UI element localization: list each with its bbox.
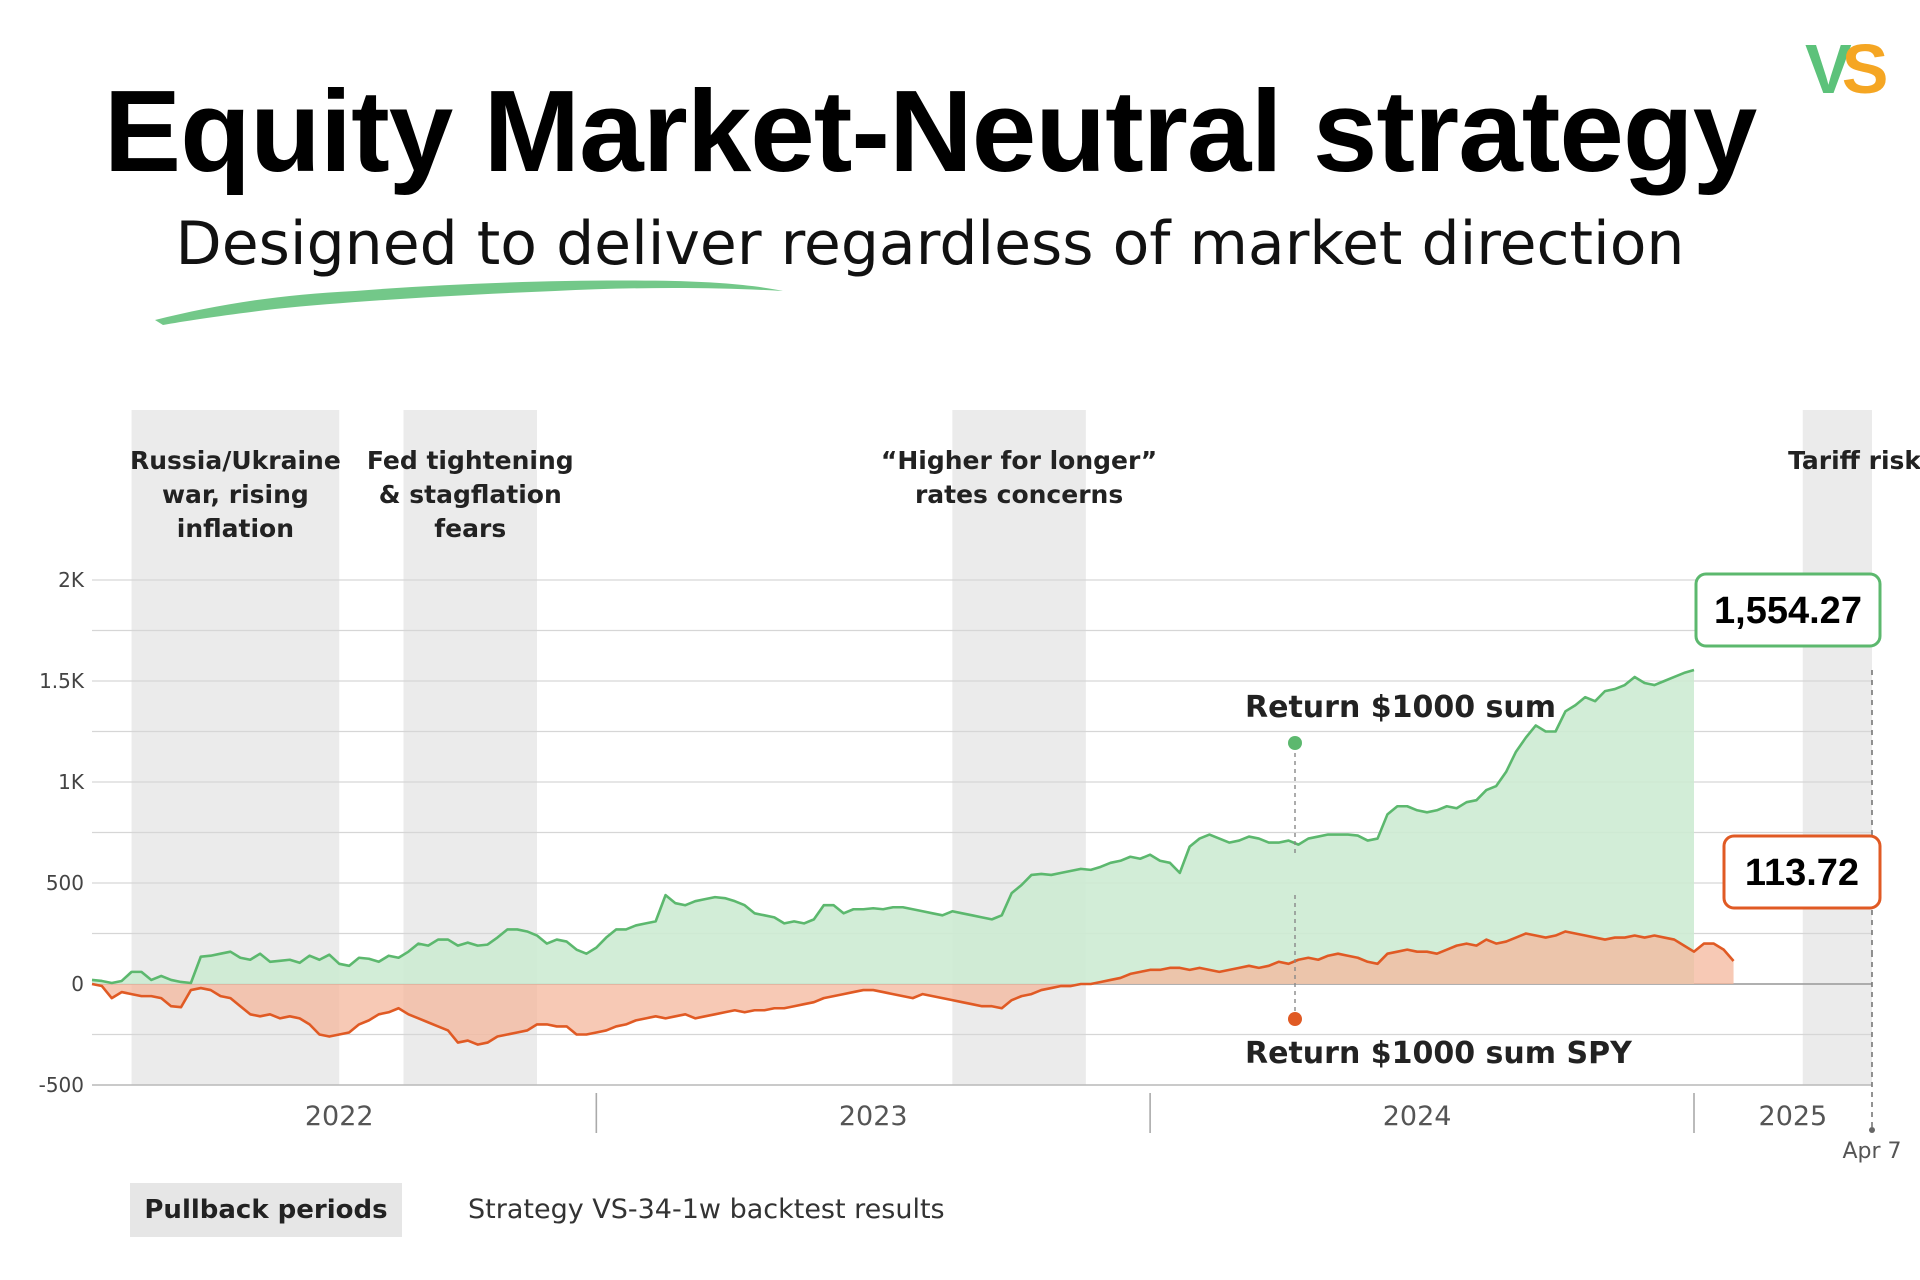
series-lines: [91, 668, 1735, 1046]
y-tick-label: 1K: [58, 770, 85, 794]
y-tick-label: 0: [71, 972, 84, 996]
y-tick-label: 2K: [58, 568, 85, 592]
x-year-label: 2022: [305, 1101, 374, 1132]
page-title: Equity Market-Neutral strategy: [103, 66, 1757, 196]
strategy-line: [91, 668, 1695, 985]
logo-letter-v: V: [1805, 30, 1852, 108]
legend-pullback-periods: Pullback periods: [130, 1183, 402, 1237]
pullback-band-label: Fed tightening: [367, 446, 574, 475]
spy-line: [91, 930, 1735, 1046]
page-subtitle: Designed to deliver regardless of market…: [175, 209, 1685, 279]
y-tick-label: 1.5K: [39, 669, 85, 693]
x-axis: 2022 2023 2024 2025: [92, 1084, 1872, 1133]
spy-area: [92, 931, 1734, 1045]
pullback-band-label: inflation: [177, 514, 294, 543]
brush-stroke-decoration: [155, 280, 783, 325]
x-year-label: 2025: [1759, 1101, 1828, 1132]
legend-backtest-note: Strategy VS-34-1w backtest results: [468, 1194, 945, 1225]
strategy-end-box: [1694, 572, 1882, 648]
brand-logo: VS: [1805, 34, 1900, 104]
spy-end-value: 113.72: [1745, 852, 1859, 894]
strategy-end-value: 1,554.27: [1714, 590, 1862, 632]
chart-annotations: Russia/Ukraine war, rising inflation Fed ti…: [130, 446, 1920, 1164]
spy-dot: [1288, 1012, 1302, 1026]
spy-series-label: Return $1000 sum SPY: [1245, 1036, 1633, 1071]
pullback-band-label: Tariff risks: [1788, 446, 1920, 475]
pullback-band-label: fears: [434, 514, 506, 543]
pullback-band: [1802, 410, 1872, 1085]
pullback-band-label: “Higher for longer”: [881, 446, 1157, 475]
strategy-series-label: Return $1000 sum: [1245, 690, 1556, 725]
logo-letter-s: S: [1841, 30, 1889, 108]
end-date-label: Apr 7: [1842, 1139, 1901, 1164]
pullback-bands: [131, 410, 1872, 1085]
pullback-band-label: & stagflation: [379, 480, 562, 509]
y-tick-label: -500: [39, 1073, 84, 1097]
pullback-band-label: rates concerns: [915, 480, 1123, 509]
strategy-area: [92, 670, 1694, 984]
y-tick-label: 500: [46, 871, 84, 895]
strategy-dot: [1288, 736, 1302, 750]
end-marker-dot: [1869, 1127, 1875, 1133]
x-year-label: 2024: [1383, 1101, 1452, 1132]
pullback-band-label: Russia/Ukraine: [130, 446, 341, 475]
brush-stroke: [155, 280, 783, 325]
pullback-band-label: war, rising: [162, 480, 309, 509]
x-year-label: 2023: [839, 1101, 908, 1132]
series-areas: [92, 670, 1734, 1045]
spy-end-box: [1722, 834, 1882, 910]
line-chart: -500 0 500 1K 1.5K 2K 2022 2023 2024 2025 Russia…: [39, 410, 1920, 1164]
